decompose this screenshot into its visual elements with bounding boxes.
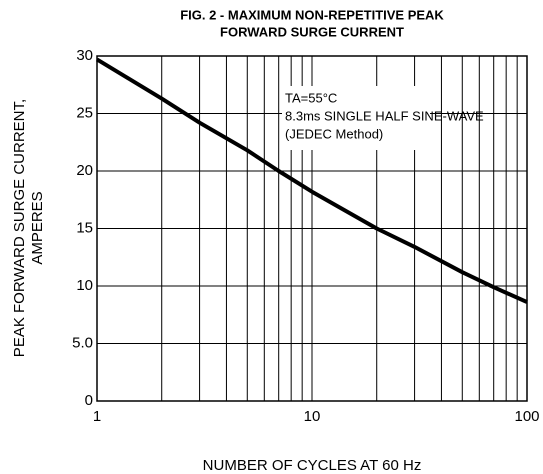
y-tick-label: 30	[76, 47, 93, 64]
y-tick-label: 10	[76, 277, 93, 294]
y-tick-label: 5.0	[72, 334, 93, 351]
chart-title: FORWARD SURGE CURRENT	[220, 24, 404, 39]
x-tick-label: 1	[93, 408, 101, 425]
annotation: TA=55°C	[285, 90, 337, 105]
y-tick-label: 20	[76, 162, 93, 179]
x-tick-label: 10	[304, 408, 321, 425]
x-axis-label: NUMBER OF CYCLES AT 60 Hz	[203, 457, 422, 474]
annotation: 8.3ms SINGLE HALF SINE-WAVE	[285, 108, 484, 123]
annotation-box	[282, 86, 430, 150]
annotation: (JEDEC Method)	[285, 126, 383, 141]
plot-frame	[96, 55, 528, 402]
y-axis-label: PEAK FORWARD SURGE CURRENT,	[11, 99, 28, 357]
y-tick-label: 0	[85, 392, 93, 409]
chart-title: FIG. 2 - MAXIMUM NON-REPETITIVE PEAK	[180, 7, 444, 22]
y-tick-label: 15	[76, 219, 93, 236]
data-line	[95, 57, 528, 304]
x-tick-label: 100	[514, 408, 539, 425]
y-axis-label: AMPERES	[29, 191, 46, 264]
y-tick-label: 25	[76, 104, 93, 121]
